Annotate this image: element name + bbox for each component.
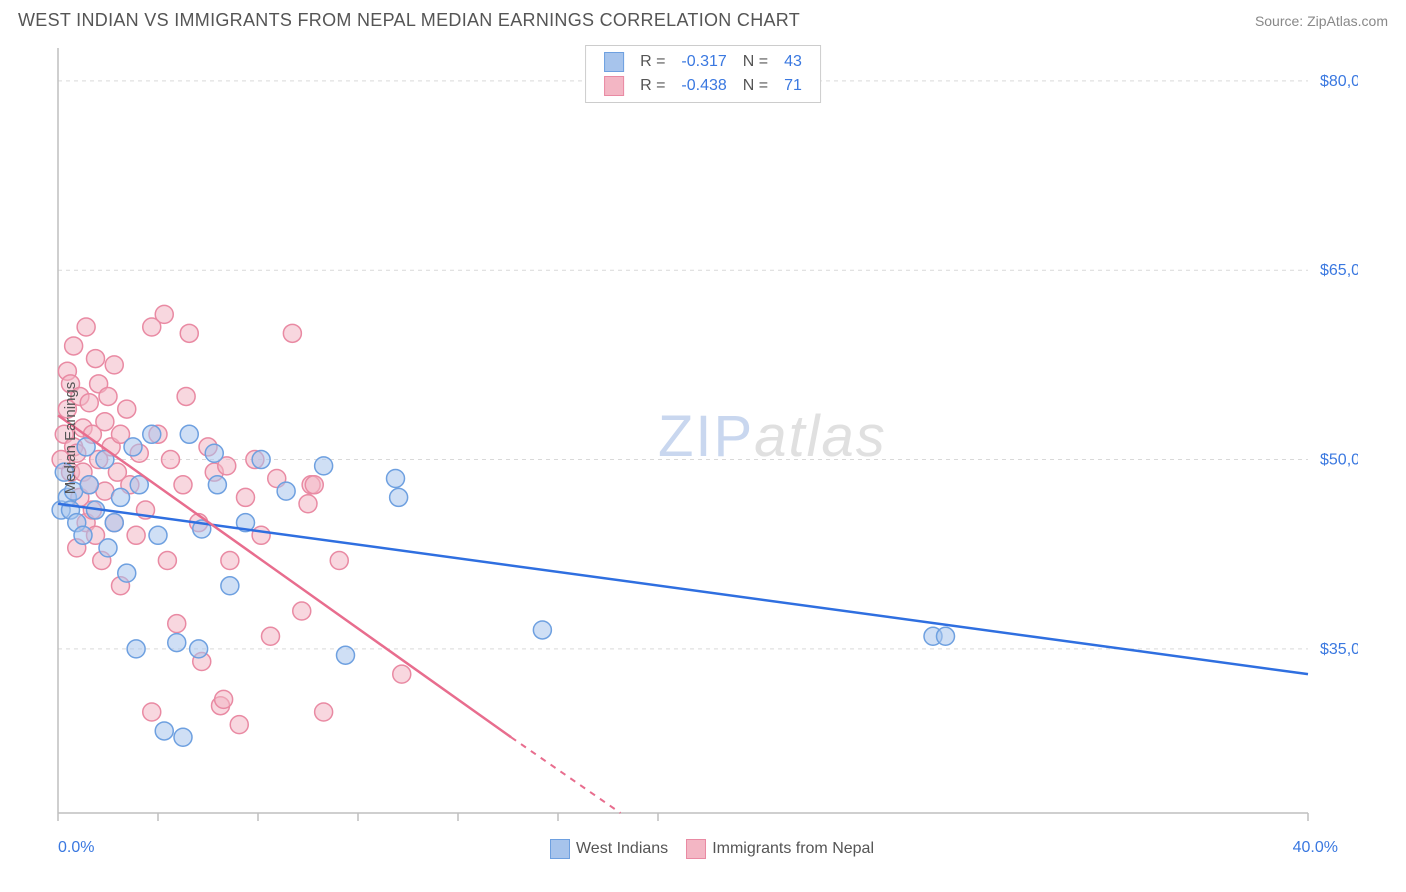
stats-legend: R =-0.317N =43R =-0.438N =71 — [585, 45, 821, 103]
stats-row: R =-0.438N =71 — [596, 74, 810, 98]
chart-area: Median Earnings $35,000 $50,000 $65,000 $80… — [18, 43, 1388, 833]
series-swatch — [604, 52, 624, 72]
series-swatch — [604, 76, 624, 96]
stat-r-value: -0.317 — [673, 50, 734, 74]
stat-r-label: R = — [632, 50, 673, 74]
svg-text:$80,000: $80,000 — [1320, 73, 1358, 90]
chart-header: WEST INDIAN VS IMMIGRANTS FROM NEPAL MED… — [0, 0, 1406, 35]
stats-table: R =-0.317N =43R =-0.438N =71 — [596, 50, 810, 98]
legend-label: West Indians — [576, 840, 668, 857]
svg-text:$50,000: $50,000 — [1320, 452, 1358, 469]
source-label: Source: ZipAtlas.com — [1255, 13, 1388, 29]
legend-label: Immigrants from Nepal — [712, 840, 874, 857]
y-axis-label: Median Earnings — [62, 382, 79, 495]
stats-row: R =-0.317N =43 — [596, 50, 810, 74]
stat-n-label: N = — [735, 74, 776, 98]
series-legend: West Indians Immigrants from Nepal — [18, 839, 1388, 859]
svg-text:$35,000: $35,000 — [1320, 641, 1358, 658]
stat-r-label: R = — [632, 74, 673, 98]
stat-n-value: 43 — [776, 50, 810, 74]
stat-n-value: 71 — [776, 74, 810, 98]
stat-n-label: N = — [735, 50, 776, 74]
legend-swatch — [686, 839, 706, 859]
chart-title: WEST INDIAN VS IMMIGRANTS FROM NEPAL MED… — [18, 10, 800, 31]
stat-r-value: -0.438 — [673, 74, 734, 98]
legend-swatch — [550, 839, 570, 859]
scatter-plot: $35,000 $50,000 $65,000 $80,000 — [18, 43, 1358, 833]
svg-text:$65,000: $65,000 — [1320, 262, 1358, 279]
